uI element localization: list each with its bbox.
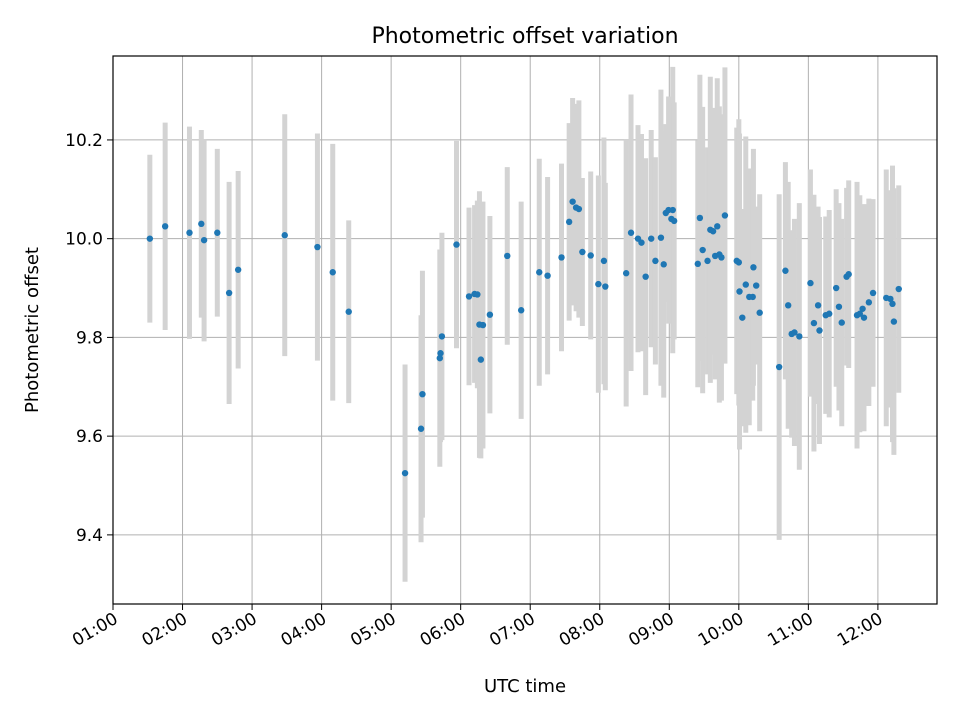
data-point xyxy=(602,283,609,290)
data-point xyxy=(791,329,798,336)
data-point xyxy=(735,259,743,266)
data-point xyxy=(865,299,873,306)
data-point xyxy=(648,235,655,242)
plot-frame xyxy=(112,55,938,605)
data-point xyxy=(704,257,711,265)
y-tick-label: 9.6 xyxy=(76,427,103,447)
data-point xyxy=(718,254,725,261)
data-point xyxy=(638,239,645,246)
data-point xyxy=(642,273,649,280)
data-point xyxy=(234,266,242,273)
data-point xyxy=(517,307,525,314)
data-point xyxy=(558,254,565,261)
data-point xyxy=(161,223,169,230)
data-point xyxy=(600,257,608,265)
data-point xyxy=(775,363,783,371)
data-point xyxy=(890,318,898,325)
data-point xyxy=(832,284,840,292)
data-point xyxy=(225,289,233,297)
data-point xyxy=(565,218,573,226)
data-point xyxy=(200,236,208,244)
data-point xyxy=(627,229,635,236)
data-point xyxy=(587,252,594,259)
data-point xyxy=(146,235,154,242)
y-tick-label: 10.0 xyxy=(65,230,103,250)
data-point xyxy=(474,291,481,298)
data-point xyxy=(670,217,678,225)
data-point xyxy=(465,293,473,300)
data-point xyxy=(699,246,706,254)
data-point xyxy=(437,350,444,357)
data-point xyxy=(575,205,583,213)
data-point xyxy=(669,206,676,214)
data-point xyxy=(504,252,511,260)
data-point xyxy=(544,272,551,279)
data-point xyxy=(579,248,586,256)
data-point xyxy=(694,260,701,268)
data-point xyxy=(739,314,746,321)
x-axis-label: UTC time xyxy=(484,676,566,697)
data-point xyxy=(742,281,749,288)
data-point xyxy=(652,257,659,265)
data-point xyxy=(895,285,902,293)
data-point xyxy=(750,264,757,271)
data-point xyxy=(749,293,756,301)
y-tick-label: 9.8 xyxy=(76,328,103,348)
data-point xyxy=(314,243,321,251)
data-point xyxy=(835,303,843,310)
data-point xyxy=(860,314,868,321)
data-point xyxy=(657,234,665,241)
data-point xyxy=(807,279,814,287)
data-point xyxy=(756,309,763,316)
data-point xyxy=(696,214,704,222)
data-point xyxy=(709,228,717,235)
data-point xyxy=(214,229,221,236)
data-point xyxy=(889,300,896,308)
data-point xyxy=(417,425,425,432)
data-point xyxy=(186,229,193,236)
data-point xyxy=(826,310,833,317)
data-point xyxy=(859,305,866,312)
data-point xyxy=(569,198,576,205)
data-point xyxy=(345,308,352,315)
y-axis-ticks: 9.4 9.6 9.8 10.0 10.2 xyxy=(65,131,113,546)
data-point xyxy=(595,280,602,288)
data-point xyxy=(838,319,845,326)
data-point xyxy=(887,295,894,303)
data-point xyxy=(419,390,426,398)
data-point xyxy=(660,261,667,268)
chart-title: Photometric offset variation xyxy=(371,24,678,49)
data-point xyxy=(736,288,743,295)
data-point xyxy=(796,333,803,340)
data-point xyxy=(845,271,852,278)
data-point xyxy=(814,302,822,309)
data-point xyxy=(816,327,823,334)
data-point xyxy=(753,282,760,289)
data-point xyxy=(486,311,494,318)
y-axis-label: Photometric offset xyxy=(22,247,43,413)
data-point xyxy=(869,289,877,297)
data-point xyxy=(198,220,205,228)
data-point xyxy=(479,321,487,329)
y-tick-label: 10.2 xyxy=(65,131,103,151)
y-tick-label: 9.4 xyxy=(76,526,103,546)
data-point xyxy=(810,319,818,327)
data-point xyxy=(401,469,409,477)
data-point xyxy=(438,333,446,340)
data-point xyxy=(782,267,789,274)
data-point xyxy=(281,232,288,239)
data-point xyxy=(622,270,630,277)
data-point xyxy=(436,354,444,362)
data-points xyxy=(146,198,902,477)
data-point xyxy=(536,269,543,276)
data-point xyxy=(714,223,721,230)
data-point xyxy=(453,241,460,248)
data-point xyxy=(784,302,792,309)
data-point xyxy=(856,310,864,317)
data-point xyxy=(721,212,729,219)
data-point xyxy=(329,269,336,276)
data-point xyxy=(477,356,485,363)
